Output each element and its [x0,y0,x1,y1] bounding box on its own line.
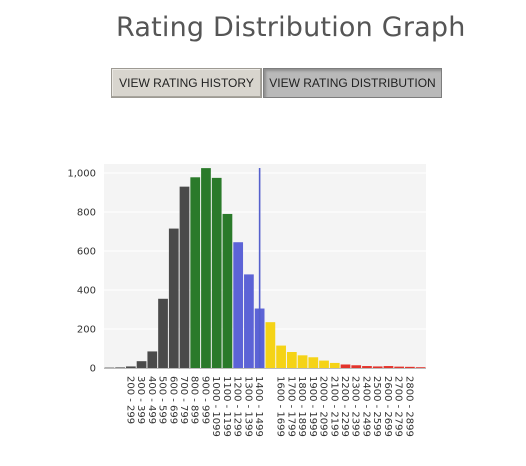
bar-600-699 [168,228,179,368]
x-tick-label: 200 - 299 [124,376,135,424]
bar-500-599 [158,298,168,368]
view-rating-distribution-button[interactable]: VIEW RATING DISTRIBUTION [263,68,442,98]
x-tick-label: 800 - 899 [189,376,200,424]
x-tick-label: 900 - 999 [199,376,210,424]
bar-800-899 [190,177,201,368]
x-tick-label: 1800 - 1899 [296,376,307,437]
x-tick-label: 1600 - 1699 [275,376,286,437]
bar-2400-2499 [362,366,372,368]
bar-100-199 [115,367,125,368]
x-tick-label: 600 - 699 [167,376,178,424]
x-tick-label: 2000 - 2099 [318,376,329,437]
bar-2800-2899 [405,366,415,368]
x-tick-label: 2100 - 2199 [328,376,339,437]
x-tick-label: 2800 - 2899 [403,376,414,437]
bar-700-799 [179,186,190,368]
bar-2900-2999 [415,367,426,368]
y-tick-label: 0 [90,364,96,375]
y-tick-label: 400 [77,286,96,297]
bar-1700-1799 [286,352,297,368]
x-tick-label: 1400 - 1499 [253,376,264,437]
y-tick-label: 200 [77,325,96,336]
x-tick-label: 2400 - 2499 [360,376,371,437]
x-tick-label: 2200 - 2299 [339,376,350,437]
bar-2600-2699 [383,366,394,368]
bar-2000-2099 [319,360,329,368]
bar-2300-2399 [351,365,362,368]
x-tick-label: 1100 - 1199 [221,376,232,437]
bar-2100-2199 [329,362,340,368]
bar-1800-1899 [297,355,308,368]
plot-background [104,164,426,368]
page-title: Rating Distribution Graph [116,12,466,43]
x-tick-label: 1700 - 1799 [285,376,296,437]
view-rating-history-button[interactable]: VIEW RATING HISTORY [111,68,262,98]
x-tick-label: 2600 - 2699 [382,376,393,437]
x-tick-label: 1200 - 1299 [232,376,243,437]
x-tick-label: 1000 - 1099 [210,376,221,437]
bar-1900-1999 [308,357,319,368]
bar-300-399 [136,361,147,368]
x-tick-label: 500 - 599 [157,376,168,424]
bar-400-499 [147,351,158,368]
x-tick-label: 2300 - 2399 [350,376,361,437]
view-tab-bar: VIEW RATING HISTORY VIEW RATING DISTRIBU… [111,68,442,98]
x-tick-label: 2500 - 2599 [371,376,382,437]
bar-2700-2799 [394,366,405,368]
x-tick-label: 2700 - 2799 [393,376,404,437]
x-tick-label: 1900 - 1999 [307,376,318,437]
x-tick-label: 1300 - 1399 [242,376,253,437]
x-tick-label: 400 - 499 [146,376,157,424]
bar-1600-1699 [276,345,286,368]
x-tick-label: 300 - 399 [135,376,146,424]
bar-1500-1599 [265,322,276,368]
bar-1200-1299 [233,242,244,368]
bar-200-299 [125,366,136,368]
bar-2200-2299 [340,364,351,368]
bar-1100-1199 [222,213,233,368]
bar-2500-2599 [372,366,383,368]
y-tick-label: 1,000 [67,169,96,180]
bar-1000-1099 [211,177,222,368]
y-tick-label: 800 [77,208,96,219]
bar-900-999 [201,168,211,368]
x-tick-label: 700 - 799 [178,376,189,424]
bar-1300-1399 [244,274,254,368]
y-tick-label: 600 [77,247,96,258]
